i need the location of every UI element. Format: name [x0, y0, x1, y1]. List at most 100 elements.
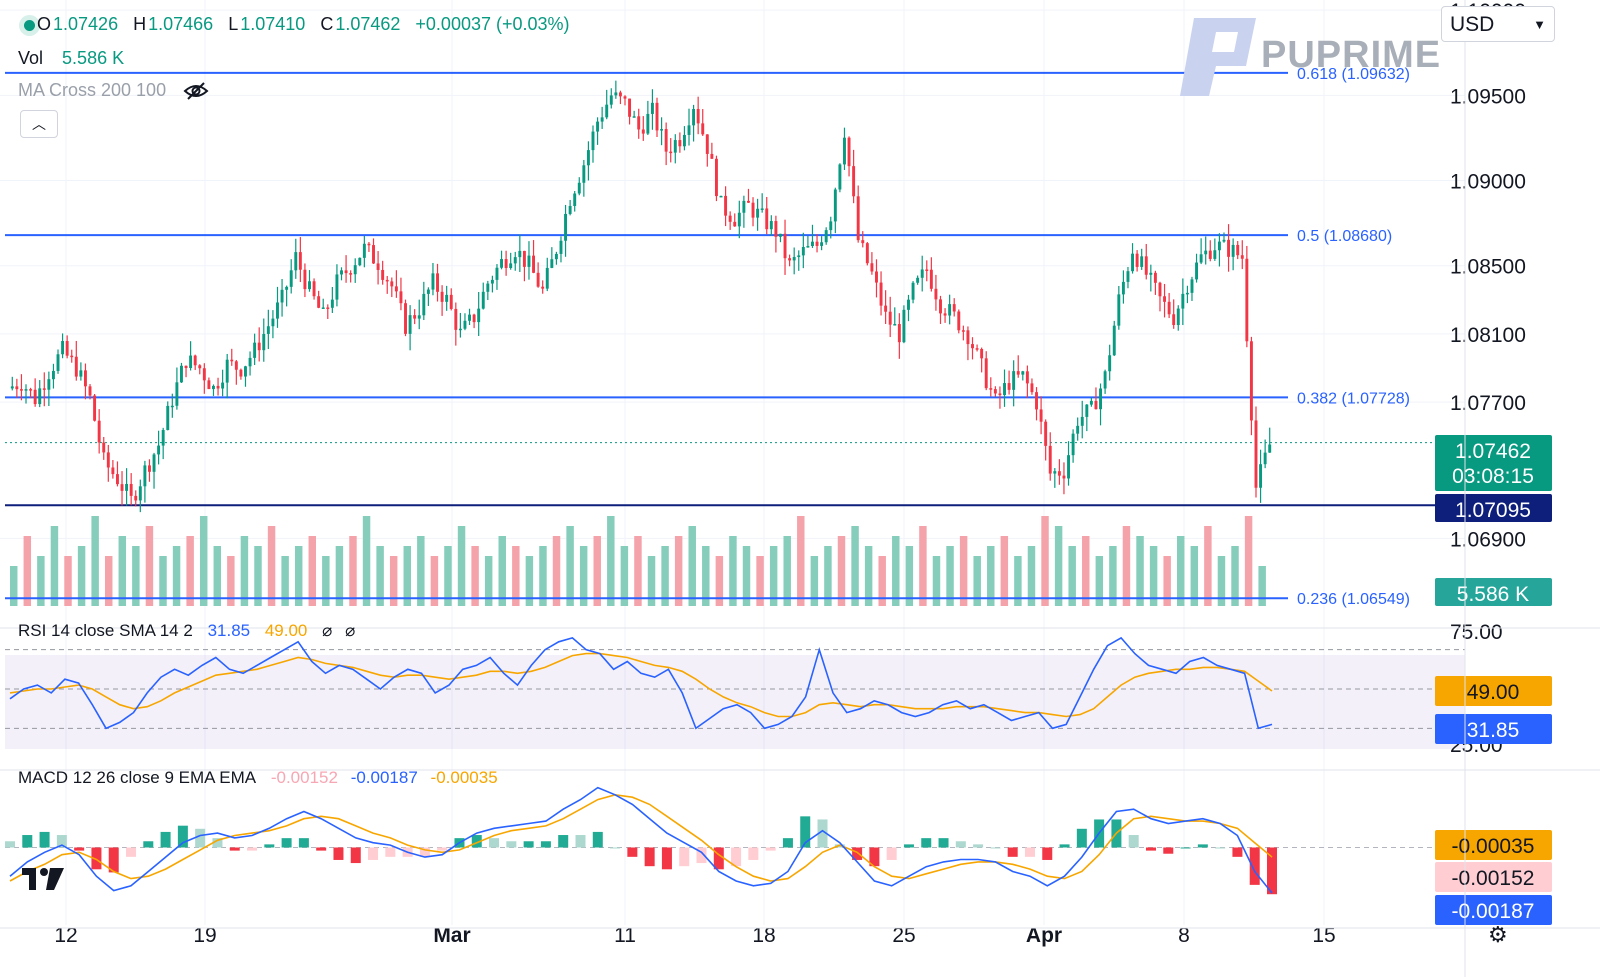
macd-histogram-bar	[1250, 847, 1260, 884]
volume-bar	[1068, 546, 1075, 606]
candle-body	[1200, 254, 1203, 262]
candle-body	[496, 268, 499, 280]
candle-body	[880, 283, 883, 306]
candle-body	[724, 196, 727, 216]
candle-body	[153, 454, 156, 471]
candle-body	[1218, 242, 1221, 251]
candle-body	[11, 386, 14, 388]
volume-bar	[471, 546, 478, 606]
macd-histogram-bar	[282, 838, 292, 847]
volume-bar	[824, 546, 831, 606]
volume-legend: Vol 5.586 K	[18, 48, 126, 69]
candle-body	[121, 484, 124, 491]
eye-hidden-icon[interactable]	[183, 81, 209, 101]
candle-body	[770, 221, 773, 229]
date-tick-label: Apr	[1026, 924, 1062, 947]
candle-body	[555, 254, 558, 259]
candle-body	[994, 389, 997, 393]
candle-body	[180, 366, 183, 383]
candle-body	[514, 257, 517, 263]
currency-select[interactable]: USD ▼	[1441, 6, 1555, 42]
macd-histogram-bar	[1232, 847, 1242, 856]
candle-body	[43, 388, 46, 390]
volume-bar	[417, 536, 424, 606]
candle-body	[486, 284, 489, 292]
volume-bar	[349, 536, 356, 606]
candle-body	[157, 446, 160, 455]
macd-histogram-bar	[1129, 835, 1139, 847]
candle-body	[185, 366, 188, 368]
macd-histogram-bar	[575, 835, 585, 847]
gear-icon[interactable]: ⚙	[1488, 922, 1508, 948]
date-tick-label: Mar	[433, 924, 470, 947]
candle-body	[523, 251, 526, 267]
candle-body	[509, 263, 512, 268]
candle-body	[171, 406, 174, 408]
macd-legend: MACD 12 26 close 9 EMA EMA -0.00152 -0.0…	[18, 768, 500, 788]
tradingview-logo[interactable]	[22, 866, 64, 897]
candle-body	[546, 268, 549, 289]
candle-body	[1159, 283, 1162, 296]
candle-body	[971, 344, 974, 348]
rsi-extra-1: ⌀	[322, 621, 332, 640]
candle-body	[226, 360, 229, 383]
candle-body	[262, 334, 265, 350]
candle-body	[934, 289, 937, 300]
macd-histogram-bar	[921, 838, 931, 847]
volume-bar	[444, 546, 451, 606]
candle-body	[386, 280, 389, 282]
volume-bar	[1136, 536, 1143, 606]
candle-body	[79, 370, 82, 376]
candle-body	[729, 216, 732, 222]
candle-body	[454, 309, 457, 330]
rsi-title: RSI 14 close SMA 14 2	[18, 621, 193, 640]
volume-bar	[1204, 526, 1211, 606]
candle-body	[15, 386, 18, 389]
candle-body	[367, 244, 370, 246]
volume-bar	[214, 546, 221, 606]
volume-bar	[580, 546, 587, 606]
candle-body	[939, 299, 942, 313]
volume-bar	[186, 536, 193, 606]
candle-body	[1172, 314, 1175, 325]
candle-body	[1236, 245, 1239, 255]
candle-body	[294, 252, 297, 270]
candle-body	[20, 389, 23, 391]
rsi-ma-value: 49.00	[265, 621, 308, 640]
rsi-ma-badge-text: 49.00	[1467, 681, 1520, 704]
candle-body	[966, 330, 969, 344]
volume-bar	[702, 546, 709, 606]
candle-body	[29, 389, 32, 391]
candle-body	[560, 241, 563, 254]
candle-body	[491, 280, 494, 284]
candle-body	[358, 258, 361, 265]
macd-histogram-bar	[489, 838, 499, 847]
candle-body	[1245, 259, 1248, 342]
candle-body	[258, 343, 261, 351]
candle-body	[198, 365, 201, 368]
candle-body	[651, 103, 654, 114]
candle-body	[697, 109, 700, 123]
collapse-legend-button[interactable]: ︿	[20, 110, 58, 138]
candle-body	[802, 247, 805, 255]
candle-body	[921, 269, 924, 277]
candle-body	[1026, 371, 1029, 383]
macd-histogram-bar	[783, 838, 793, 847]
ma-legend[interactable]: MA Cross 200 100	[18, 80, 209, 101]
candle-body	[1241, 255, 1244, 259]
macd-histogram-bar	[126, 847, 136, 856]
candle-body	[322, 307, 325, 309]
candle-body	[1195, 263, 1198, 280]
candle-body	[441, 292, 444, 302]
candle-body	[720, 196, 723, 198]
candle-body	[1181, 294, 1184, 309]
candle-body	[1094, 401, 1097, 409]
candle-body	[335, 274, 338, 299]
candle-body	[1040, 409, 1043, 421]
candle-body	[742, 201, 745, 213]
macd-histogram-bar	[74, 847, 84, 850]
candle-body	[125, 484, 128, 491]
chart-canvas[interactable]: 0.618 (1.09632)0.5 (1.08680)0.382 (1.077…	[0, 0, 1600, 977]
price-tick-label: 1.08500	[1450, 256, 1526, 279]
candle-body	[1085, 405, 1088, 417]
